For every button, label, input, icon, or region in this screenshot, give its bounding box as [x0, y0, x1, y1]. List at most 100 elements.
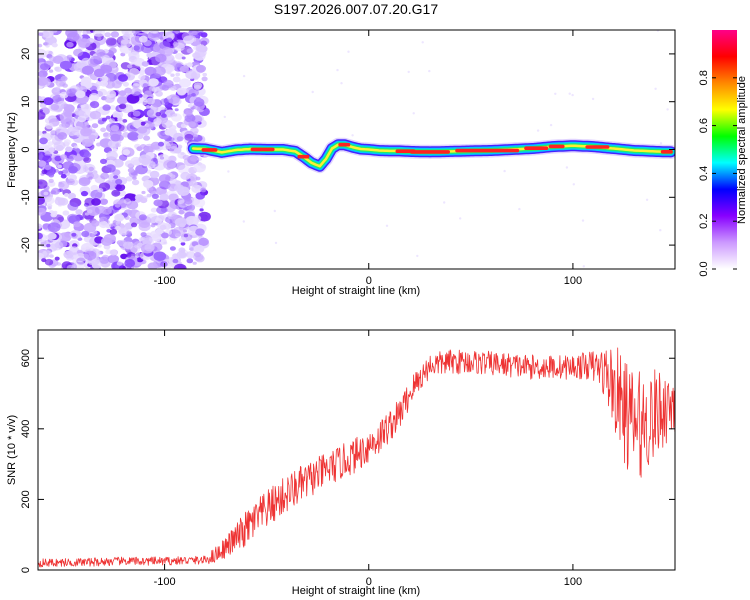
noise-blob [62, 210, 70, 216]
spectrogram-xtick-label-0: 0 [366, 275, 372, 287]
noise-blob [77, 38, 91, 48]
colorbar-tick-label-0-6: 0.6 [698, 118, 710, 133]
noise-blob [81, 76, 92, 85]
noise-blob [55, 78, 66, 87]
noise-blob [44, 258, 54, 266]
noise-blob [180, 152, 185, 156]
noise-blob [91, 123, 99, 129]
noise-blob [38, 143, 50, 153]
noise-blob [65, 30, 78, 38]
noise-blob [66, 54, 73, 60]
noise-blob [49, 254, 54, 258]
colorbar-ticks [712, 77, 737, 270]
noise-blob [184, 114, 196, 123]
noise-blob [153, 251, 167, 261]
noise-blob [157, 222, 168, 230]
noise-blob [195, 228, 205, 236]
noise-blob [163, 159, 177, 170]
noise-blob [153, 66, 166, 76]
noise-blob [130, 87, 142, 96]
noise-blob [115, 183, 126, 192]
noise-blob [80, 127, 92, 137]
noise-speck [242, 74, 246, 78]
noise-blob [48, 51, 53, 55]
noise-speck [568, 92, 571, 95]
noise-speck [443, 201, 446, 204]
noise-blob [191, 184, 203, 194]
spectrogram-ytick-label-20: 20 [20, 48, 32, 60]
noise-blob [148, 78, 159, 87]
noise-blob [48, 178, 54, 183]
noise-blob [190, 127, 199, 134]
noise-blob [100, 158, 107, 165]
noise-blob [177, 198, 185, 204]
noise-blob [75, 209, 83, 215]
noise-blob [122, 119, 128, 123]
noise-blob [50, 240, 64, 251]
noise-blob [63, 103, 70, 109]
noise-speck [416, 254, 419, 258]
noise-blob [73, 260, 85, 269]
noise-blob [64, 193, 69, 197]
noise-blob [45, 122, 54, 130]
noise-blob [168, 193, 179, 202]
noise-blob [99, 218, 105, 223]
noise-blob [161, 113, 167, 118]
noise-blob [177, 164, 190, 174]
noise-blob [172, 226, 185, 237]
noise-blob [131, 179, 140, 186]
noise-blob [57, 164, 62, 169]
noise-blob [106, 90, 117, 98]
spectrogram-xtick-label-neg100: -100 [154, 275, 176, 287]
noise-blob [122, 81, 129, 87]
noise-blob [105, 115, 111, 120]
noise-blob [54, 66, 62, 72]
noise-blob [83, 157, 92, 163]
signal-peak [455, 148, 520, 153]
noise-blob [80, 190, 89, 197]
noise-blob [72, 101, 78, 105]
noise-blob [89, 55, 103, 66]
colorbar: 0.0 0.2 0.4 0.6 0.8 Normalized spectral … [698, 30, 748, 277]
noise-blob [160, 98, 170, 106]
noise-speck [582, 265, 585, 268]
noise-blob [100, 127, 107, 133]
noise-blob [104, 32, 111, 38]
noise-blob [48, 56, 56, 62]
noise-blob [113, 175, 119, 179]
noise-blob [143, 180, 154, 188]
noise-blob [44, 196, 55, 205]
noise-blob [122, 149, 131, 156]
noise-blob [100, 172, 109, 180]
noise-blob [47, 206, 52, 210]
noise-blob [81, 103, 92, 112]
noise-blob [155, 53, 167, 63]
noise-blob [134, 194, 144, 202]
noise-blob [138, 74, 146, 80]
noise-blob [197, 157, 202, 161]
noise-region [38, 30, 669, 269]
noise-blob [83, 250, 97, 261]
noise-blob [38, 130, 43, 136]
noise-blob [135, 164, 148, 175]
noise-blob [179, 65, 189, 73]
noise-blob [109, 249, 118, 256]
noise-blob [116, 261, 123, 266]
noise-blob [119, 154, 128, 161]
noise-blob [38, 111, 46, 120]
noise-blob [40, 31, 50, 38]
noise-speck [347, 50, 350, 53]
noise-blob [83, 222, 97, 233]
noise-blob [46, 243, 51, 248]
noise-blob [39, 103, 47, 108]
noise-blob [88, 93, 100, 101]
noise-blob [145, 123, 154, 130]
noise-blob [175, 72, 181, 77]
noise-blob [100, 54, 110, 62]
noise-speck [428, 69, 431, 73]
signal-peak [338, 142, 351, 147]
noise-blob [173, 184, 185, 193]
noise-blob [48, 173, 55, 178]
noise-blob [67, 202, 79, 211]
noise-blob [109, 129, 122, 139]
